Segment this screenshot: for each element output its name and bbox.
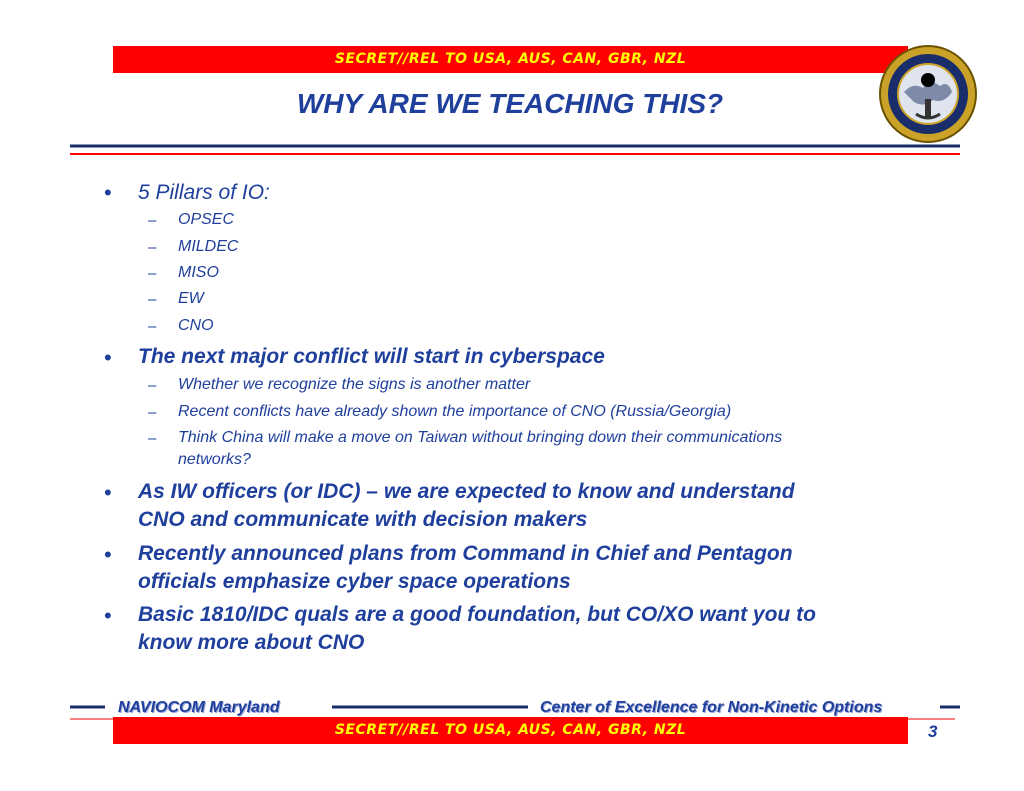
- sub-bullet-text: CNO: [178, 317, 214, 334]
- page-number: 3: [928, 722, 938, 741]
- sub-bullet-marker: –: [148, 404, 157, 421]
- header-divider: [70, 144, 960, 155]
- sub-bullet-marker: –: [148, 239, 157, 256]
- sub-bullet-text: OPSEC: [178, 211, 235, 228]
- bullet-text-continued: officials emphasize cyber space operatio…: [138, 570, 571, 593]
- sub-bullet-marker: –: [148, 212, 157, 229]
- sub-bullet-marker: –: [148, 430, 157, 447]
- classification-banner-top: SECRET//REL TO USA, AUS, CAN, GBR, NZL: [113, 46, 908, 73]
- bullet-text-continued: know more about CNO: [138, 631, 365, 654]
- sub-bullet-text: MILDEC: [178, 238, 239, 255]
- bullet-text: As IW officers (or IDC) – we are expecte…: [138, 480, 795, 503]
- footer-left-text: NAVIOCOM Maryland: [118, 699, 280, 716]
- bullet-text: The next major conflict will start in cy…: [138, 345, 605, 368]
- sub-bullet-marker: –: [148, 377, 157, 394]
- bullet-text: Basic 1810/IDC quals are a good foundati…: [138, 603, 816, 626]
- command-seal-logo: [879, 45, 977, 143]
- classification-banner-bottom: SECRET//REL TO USA, AUS, CAN, GBR, NZL: [113, 717, 908, 744]
- sub-bullet-marker: –: [148, 318, 157, 335]
- bullet-marker: •: [104, 345, 112, 370]
- sub-bullet-text: Recent conflicts have already shown the …: [178, 403, 732, 420]
- sub-bullet-text-continued: networks?: [178, 451, 251, 468]
- bullet-marker: •: [104, 480, 112, 505]
- bullet-marker: •: [104, 180, 112, 205]
- bullet-text-continued: CNO and communicate with decision makers: [138, 508, 588, 531]
- bullet-text: Recently announced plans from Command in…: [138, 542, 793, 565]
- slide-title: WHY ARE WE TEACHING THIS?: [296, 88, 724, 119]
- bullet-marker: •: [104, 603, 112, 628]
- sub-bullet-text: Whether we recognize the signs is anothe…: [178, 376, 531, 393]
- sub-bullet-marker: –: [148, 265, 157, 282]
- sub-bullet-text: MISO: [178, 264, 219, 281]
- bullet-marker: •: [104, 542, 112, 567]
- sub-bullet-marker: –: [148, 291, 157, 308]
- footer-right-text: Center of Excellence for Non-Kinetic Opt…: [540, 699, 883, 716]
- bullet-text: 5 Pillars of IO:: [138, 181, 270, 204]
- sub-bullet-text: Think China will make a move on Taiwan w…: [178, 429, 783, 446]
- sub-bullet-text: EW: [178, 290, 204, 307]
